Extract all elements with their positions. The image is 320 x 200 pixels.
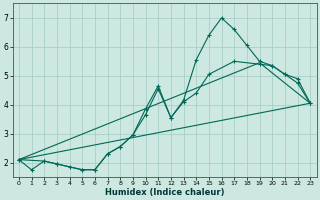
X-axis label: Humidex (Indice chaleur): Humidex (Indice chaleur) [105,188,224,197]
